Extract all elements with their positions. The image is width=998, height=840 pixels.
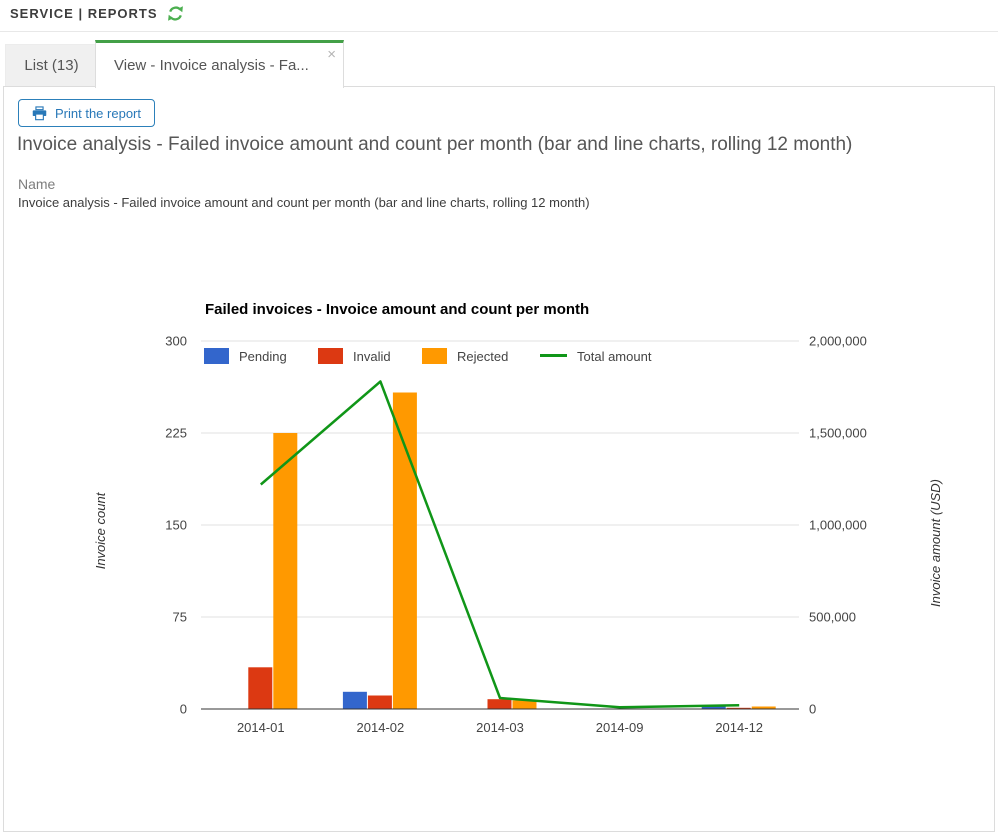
tab-view-label: View - Invoice analysis - Fa...	[114, 57, 309, 74]
name-field-label: Name	[18, 176, 56, 192]
svg-text:Total amount: Total amount	[577, 349, 652, 364]
svg-text:1,500,000: 1,500,000	[809, 426, 867, 441]
breadcrumb: SERVICE | REPORTS	[10, 6, 158, 21]
svg-text:Invoice count: Invoice count	[93, 491, 108, 569]
header-divider	[0, 31, 998, 32]
svg-text:Invoice amount (USD): Invoice amount (USD)	[928, 479, 943, 607]
print-report-label: Print the report	[55, 105, 141, 121]
combo-chart-svg: Failed invoices - Invoice amount and cou…	[93, 301, 943, 735]
printer-icon	[32, 105, 47, 121]
print-report-button[interactable]: Print the report	[18, 99, 155, 127]
page-title: Invoice analysis - Failed invoice amount…	[17, 134, 853, 155]
tab-list-label: List (13)	[24, 57, 79, 74]
svg-text:Invalid: Invalid	[353, 349, 391, 364]
svg-text:Rejected: Rejected	[457, 349, 508, 364]
svg-text:225: 225	[165, 426, 187, 441]
svg-text:Pending: Pending	[239, 349, 287, 364]
svg-text:0: 0	[180, 702, 187, 717]
svg-text:2,000,000: 2,000,000	[809, 334, 867, 349]
svg-text:2014-09: 2014-09	[596, 720, 644, 735]
header: SERVICE | REPORTS	[10, 5, 184, 22]
tab-view[interactable]: View - Invoice analysis - Fa... ×	[95, 40, 344, 88]
svg-text:Failed invoices - Invoice amou: Failed invoices - Invoice amount and cou…	[205, 301, 589, 318]
svg-text:0: 0	[809, 702, 816, 717]
svg-text:2014-01: 2014-01	[237, 720, 285, 735]
name-field-value: Invoice analysis - Failed invoice amount…	[18, 195, 590, 210]
svg-text:75: 75	[173, 610, 187, 625]
svg-text:500,000: 500,000	[809, 610, 856, 625]
svg-text:2014-12: 2014-12	[715, 720, 763, 735]
svg-text:2014-03: 2014-03	[476, 720, 524, 735]
svg-text:2014-02: 2014-02	[357, 720, 405, 735]
svg-text:150: 150	[165, 518, 187, 533]
content-panel: Print the report Invoice analysis - Fail…	[3, 86, 995, 832]
close-icon[interactable]: ×	[327, 46, 336, 63]
svg-text:300: 300	[165, 334, 187, 349]
chart: Failed invoices - Invoice amount and cou…	[91, 291, 961, 741]
svg-text:1,000,000: 1,000,000	[809, 518, 867, 533]
tab-list[interactable]: List (13)	[5, 44, 98, 86]
refresh-icon[interactable]	[167, 5, 184, 22]
